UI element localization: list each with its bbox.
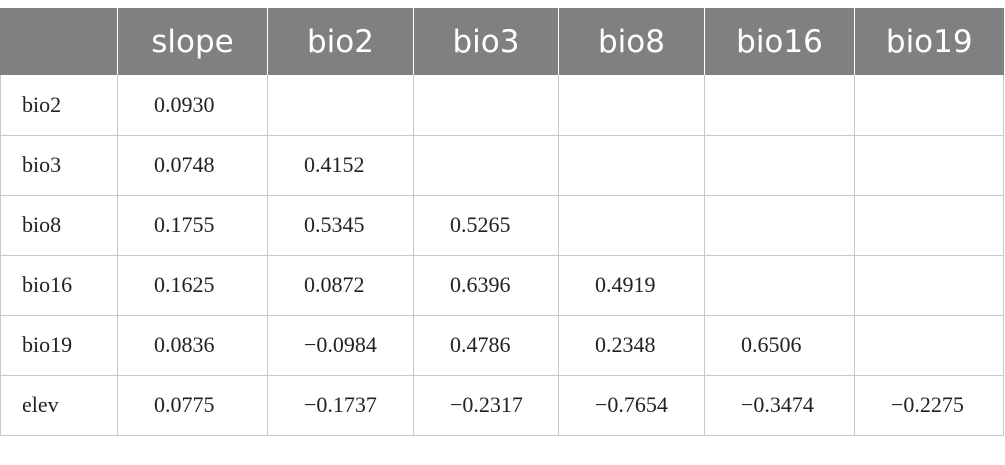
table-cell: 0.6396	[413, 254, 559, 316]
table-cell	[413, 75, 559, 136]
table-cell: −0.2317	[413, 374, 559, 436]
header-bio3: bio3	[413, 8, 559, 75]
table-cell: 0.2348	[558, 314, 705, 376]
table-cell	[558, 134, 705, 196]
table-row: elev 0.0775 −0.1737 −0.2317 −0.7654 −0.3…	[0, 374, 1004, 436]
table-cell: 0.4919	[558, 254, 705, 316]
table-cell: 0.5265	[413, 194, 559, 256]
table-cell: 0.0775	[117, 374, 268, 436]
row-label: bio3	[0, 134, 118, 196]
table-row: bio19 0.0836 −0.0984 0.4786 0.2348 0.650…	[0, 314, 1004, 376]
table-cell	[854, 134, 1004, 196]
table-cell: 0.0872	[267, 254, 414, 316]
table-cell	[854, 75, 1004, 136]
table-row: bio8 0.1755 0.5345 0.5265	[0, 194, 1004, 256]
table-cell	[267, 75, 414, 136]
table-cell: 0.4152	[267, 134, 414, 196]
table-cell	[558, 194, 705, 256]
row-label: bio19	[0, 314, 118, 376]
row-label: bio16	[0, 254, 118, 316]
table-cell	[854, 194, 1004, 256]
header-bio8: bio8	[558, 8, 705, 75]
header-corner	[0, 8, 118, 75]
table-cell	[704, 254, 855, 316]
header-bio19: bio19	[854, 8, 1004, 75]
table-row: bio3 0.0748 0.4152	[0, 134, 1004, 196]
table-cell: −0.3474	[704, 374, 855, 436]
table-cell: 0.0836	[117, 314, 268, 376]
table-cell: −0.7654	[558, 374, 705, 436]
table-cell: 0.0930	[117, 75, 268, 136]
table-cell: 0.0748	[117, 134, 268, 196]
table-cell: −0.1737	[267, 374, 414, 436]
table-cell: 0.4786	[413, 314, 559, 376]
correlation-table: slope bio2 bio3 bio8 bio16 bio19 bio2 0.…	[0, 8, 1004, 436]
correlation-table-container: slope bio2 bio3 bio8 bio16 bio19 bio2 0.…	[0, 8, 1004, 436]
table-cell	[854, 254, 1004, 316]
table-cell	[704, 134, 855, 196]
header-bio2: bio2	[267, 8, 414, 75]
table-cell	[854, 314, 1004, 376]
table-cell	[704, 75, 855, 136]
table-cell: 0.6506	[704, 314, 855, 376]
header-bio16: bio16	[704, 8, 855, 75]
row-label: bio2	[0, 75, 118, 136]
header-slope: slope	[117, 8, 268, 75]
row-label: bio8	[0, 194, 118, 256]
table-row: bio2 0.0930	[0, 75, 1004, 136]
table-cell: 0.5345	[267, 194, 414, 256]
table-cell	[704, 194, 855, 256]
table-row: bio16 0.1625 0.0872 0.6396 0.4919	[0, 254, 1004, 316]
table-cell	[413, 134, 559, 196]
table-cell: 0.1755	[117, 194, 268, 256]
table-cell: −0.0984	[267, 314, 414, 376]
table-cell: 0.1625	[117, 254, 268, 316]
table-cell: −0.2275	[854, 374, 1004, 436]
table-cell	[558, 75, 705, 136]
header-row: slope bio2 bio3 bio8 bio16 bio19	[0, 8, 1004, 75]
row-label: elev	[0, 374, 118, 436]
